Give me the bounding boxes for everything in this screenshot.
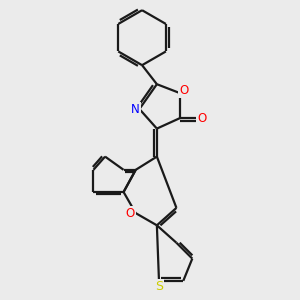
Text: O: O [126,207,135,220]
Text: O: O [179,84,188,97]
Text: S: S [155,280,163,292]
Text: O: O [197,112,206,124]
Text: N: N [131,103,140,116]
